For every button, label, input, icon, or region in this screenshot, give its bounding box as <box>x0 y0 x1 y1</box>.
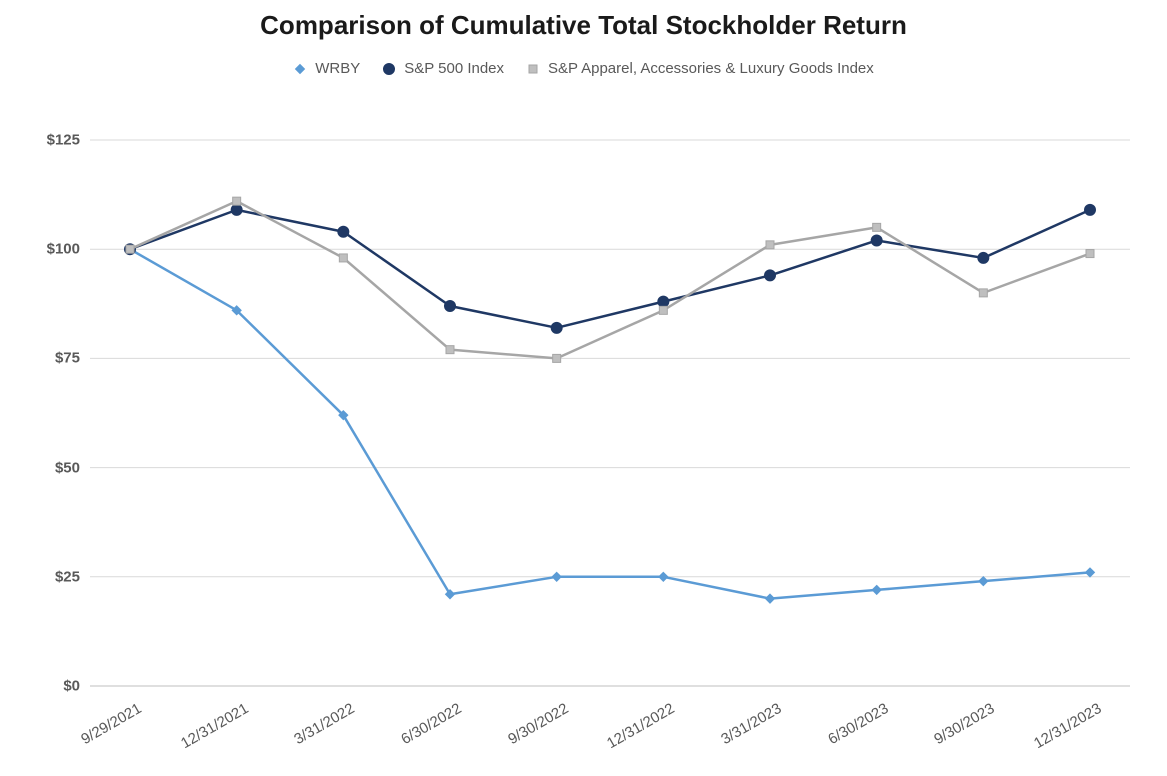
chart-title: Comparison of Cumulative Total Stockhold… <box>0 10 1167 41</box>
x-tick-label: 6/30/2023 <box>825 700 891 748</box>
chart-container: Comparison of Cumulative Total Stockhold… <box>0 0 1167 776</box>
x-tick-label: 9/30/2022 <box>505 700 571 748</box>
legend-label: S&P Apparel, Accessories & Luxury Goods … <box>548 60 874 77</box>
y-tick-label: $125 <box>47 132 80 149</box>
diamond-icon <box>293 62 307 76</box>
legend-item-wrby: WRBY <box>293 60 360 77</box>
x-tick-label: 12/31/2023 <box>1031 700 1105 752</box>
y-tick-label: $0 <box>63 678 80 695</box>
y-tick-label: $50 <box>55 459 80 476</box>
x-tick-label: 3/31/2022 <box>292 700 358 748</box>
legend-label: WRBY <box>315 60 360 77</box>
x-tick-label: 3/31/2023 <box>718 700 784 748</box>
x-tick-label: 12/31/2021 <box>178 700 252 752</box>
x-tick-label: 9/29/2021 <box>78 700 144 748</box>
x-tick-label: 12/31/2022 <box>604 700 678 752</box>
y-tick-label: $25 <box>55 568 80 585</box>
circle-icon <box>382 62 396 76</box>
x-tick-label: 6/30/2022 <box>398 700 464 748</box>
y-tick-label: $100 <box>47 241 80 258</box>
chart-legend: WRBY S&P 500 Index S&P Apparel, Accessor… <box>0 60 1167 77</box>
plot-svg <box>90 140 1130 686</box>
plot-area: $0$25$50$75$100$1259/29/202112/31/20213/… <box>90 140 1130 686</box>
x-tick-label: 9/30/2023 <box>932 700 998 748</box>
legend-item-spapparel: S&P Apparel, Accessories & Luxury Goods … <box>526 60 874 77</box>
legend-label: S&P 500 Index <box>404 60 504 77</box>
square-icon <box>526 62 540 76</box>
legend-item-sp500: S&P 500 Index <box>382 60 504 77</box>
y-tick-label: $75 <box>55 350 80 367</box>
